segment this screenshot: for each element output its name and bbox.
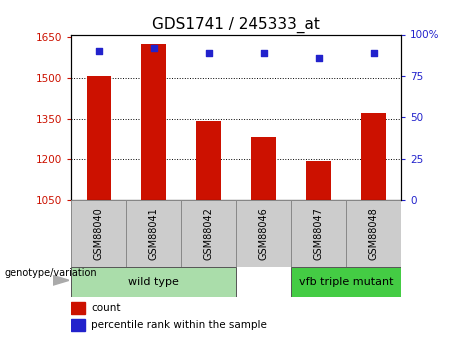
- Text: GSM88042: GSM88042: [204, 207, 214, 260]
- Bar: [361, 113, 386, 200]
- Point: [260, 50, 267, 56]
- FancyBboxPatch shape: [236, 200, 291, 267]
- FancyBboxPatch shape: [126, 200, 181, 267]
- Point: [150, 45, 158, 50]
- Text: GSM88046: GSM88046: [259, 207, 269, 260]
- Bar: [306, 161, 331, 200]
- FancyBboxPatch shape: [346, 200, 401, 267]
- Bar: [87, 76, 111, 200]
- Text: GSM88047: GSM88047: [313, 207, 324, 260]
- Bar: [71, 319, 85, 331]
- Text: GSM88040: GSM88040: [94, 207, 104, 260]
- FancyBboxPatch shape: [291, 200, 346, 267]
- Text: GSM88048: GSM88048: [369, 207, 378, 260]
- Text: vfb triple mutant: vfb triple mutant: [299, 277, 393, 287]
- Bar: [142, 44, 166, 200]
- Point: [205, 50, 213, 56]
- Point: [95, 48, 103, 54]
- FancyBboxPatch shape: [71, 267, 236, 297]
- Text: genotype/variation: genotype/variation: [5, 268, 97, 278]
- Title: GDS1741 / 245333_at: GDS1741 / 245333_at: [152, 17, 320, 33]
- Text: percentile rank within the sample: percentile rank within the sample: [91, 321, 267, 330]
- Text: wild type: wild type: [129, 277, 179, 287]
- FancyBboxPatch shape: [71, 200, 126, 267]
- Point: [315, 55, 322, 60]
- Bar: [251, 137, 276, 200]
- Polygon shape: [53, 275, 69, 285]
- Bar: [71, 302, 85, 314]
- Text: count: count: [91, 303, 121, 313]
- FancyBboxPatch shape: [291, 267, 401, 297]
- Text: GSM88041: GSM88041: [149, 207, 159, 260]
- FancyBboxPatch shape: [181, 200, 236, 267]
- Bar: [196, 120, 221, 200]
- Point: [370, 50, 377, 56]
